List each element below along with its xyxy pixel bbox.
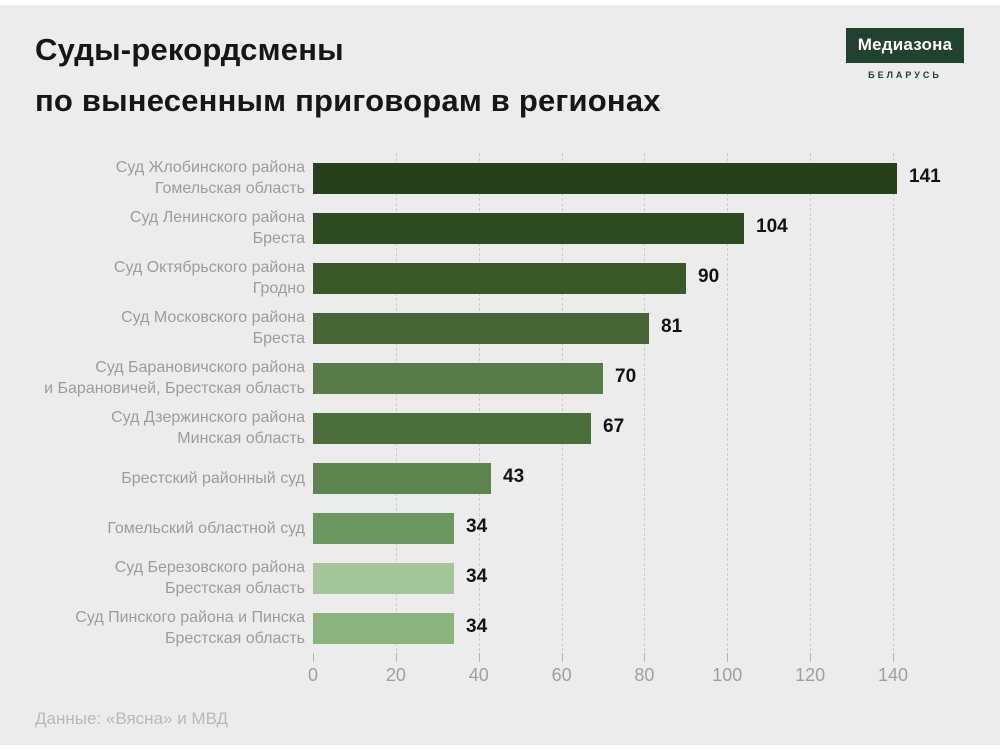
bar-label: Суд Дзержинского района Минская область <box>0 403 305 453</box>
bar-value: 81 <box>661 316 683 337</box>
bar-label-region: Гомельская область <box>154 180 305 197</box>
table-row: Гомельский областной суд 34 <box>0 503 1000 553</box>
bar <box>313 213 744 244</box>
x-axis-tick-label: 40 <box>468 665 489 685</box>
gridline-60 <box>561 153 563 651</box>
mediazona-logo-wordmark: Медиазона <box>845 28 965 63</box>
gridline-140 <box>893 153 895 651</box>
x-axis-tick-label: 100 <box>712 665 743 685</box>
gridline-40 <box>478 153 480 651</box>
bar-value: 43 <box>503 466 525 487</box>
bar-label-court: Суд Московского района <box>121 309 305 326</box>
x-axis-tick-label: 120 <box>795 665 826 685</box>
x-axis-tick <box>313 653 314 662</box>
bar-label-court: Суд Пинского района и Пинска <box>75 609 305 626</box>
table-row: Суд Дзержинского района Минская область 67 <box>0 403 1000 453</box>
bar-value: 34 <box>466 516 488 537</box>
bar-value: 70 <box>615 366 637 387</box>
x-axis-tick <box>644 653 646 662</box>
page-title-line1: Суды-рекордсмены <box>35 32 344 67</box>
table-row: Суд Пинского района и Пинска Брестская об… <box>0 603 1000 653</box>
top-border <box>0 0 1000 5</box>
bar <box>313 263 686 294</box>
bar-label-region: Бреста <box>252 330 305 347</box>
gridline-80 <box>644 153 646 651</box>
bar-label-court: Суд Жлобинского района <box>115 159 305 176</box>
bar-label: Суд Барановичского района и Барановичей, … <box>0 353 305 403</box>
bar-label-region: Минская область <box>177 430 305 447</box>
gridline-100 <box>727 153 729 651</box>
bar <box>313 513 454 544</box>
bar-label-court: Суд Ленинского района <box>129 209 305 226</box>
mediazona-logo-country: БЕЛАРУСЬ <box>868 70 942 80</box>
bar <box>313 563 454 594</box>
bar-label-court: Суд Березовского района <box>114 559 305 576</box>
table-row: Суд Ленинского района Бреста 104 <box>0 203 1000 253</box>
x-axis-tick-label: 20 <box>385 665 406 685</box>
bar-value: 141 <box>909 166 941 187</box>
x-axis-tick-label: 0 <box>307 665 318 685</box>
bar-label: Суд Жлобинского района Гомельская область <box>0 153 305 203</box>
bar-label-region: Гродно <box>252 280 305 297</box>
bar <box>313 613 454 644</box>
bar-label-court: Суд Дзержинского района <box>111 409 305 426</box>
x-axis-tick-label: 80 <box>634 665 655 685</box>
bar-label: Суд Ленинского района Бреста <box>0 203 305 253</box>
bar-label: Суд Октябрьского района Гродно <box>0 253 305 303</box>
bar <box>313 463 491 494</box>
bar-label: Гомельский областной суд <box>0 503 305 553</box>
bar-label-court: Суд Барановичского района <box>95 359 305 376</box>
table-row: Суд Московского района Бреста 81 <box>0 303 1000 353</box>
x-axis-tick <box>893 653 895 662</box>
bar-value: 34 <box>466 566 488 587</box>
x-axis-tick <box>395 653 397 662</box>
bar-value: 67 <box>603 416 625 437</box>
bar-label-region: Брестская область <box>164 630 305 647</box>
bar <box>313 163 897 194</box>
x-axis-tick <box>478 653 480 662</box>
gridline-120 <box>810 153 812 651</box>
bar <box>313 413 591 444</box>
bar-value: 104 <box>756 216 788 237</box>
bar-label: Суд Московского района Бреста <box>0 303 305 353</box>
bar-label-court: Брестский районный суд <box>121 469 305 487</box>
x-axis-tick <box>727 653 729 662</box>
table-row: Суд Октябрьского района Гродно 90 <box>0 253 1000 303</box>
bar <box>313 363 603 394</box>
table-row: Суд Барановичского района и Барановичей, … <box>0 353 1000 403</box>
gridline-20 <box>395 153 397 651</box>
table-row: Брестский районный суд 43 <box>0 453 1000 503</box>
bar-label-region: Бреста <box>252 230 305 247</box>
page-title-line2: по вынесенным приговорам в регионах <box>35 83 661 118</box>
bar-label: Суд Березовского района Брестская область <box>0 553 305 603</box>
bar-value: 34 <box>466 616 488 637</box>
x-axis-tick-label: 60 <box>551 665 572 685</box>
data-source: Данные: «Вясна» и МВД <box>35 709 229 728</box>
bar-value: 90 <box>698 266 720 287</box>
x-axis-tick <box>810 653 812 662</box>
bar-label-court: Гомельский областной суд <box>107 519 305 537</box>
bar-label-region: Брестская область <box>164 580 305 597</box>
x-axis-tick <box>561 653 563 662</box>
bar-label: Брестский районный суд <box>0 453 305 503</box>
table-row: Суд Жлобинского района Гомельская область… <box>0 153 1000 203</box>
bar-chart: Суд Жлобинского района Гомельская область… <box>0 153 1000 693</box>
table-row: Суд Березовского района Брестская область… <box>0 553 1000 603</box>
mediazona-logo: Медиазона БЕЛАРУСЬ <box>845 28 965 80</box>
bottom-border <box>0 745 1000 750</box>
page-title: Суды-рекордсмены по вынесенным приговора… <box>35 24 661 126</box>
bar-label-region: и Барановичей, Брестская область <box>44 380 305 397</box>
bar <box>313 313 649 344</box>
bar-label-court: Суд Октябрьского района <box>113 259 305 276</box>
x-axis-tick-label: 140 <box>877 665 909 685</box>
bar-label: Суд Пинского района и Пинска Брестская об… <box>0 603 305 653</box>
